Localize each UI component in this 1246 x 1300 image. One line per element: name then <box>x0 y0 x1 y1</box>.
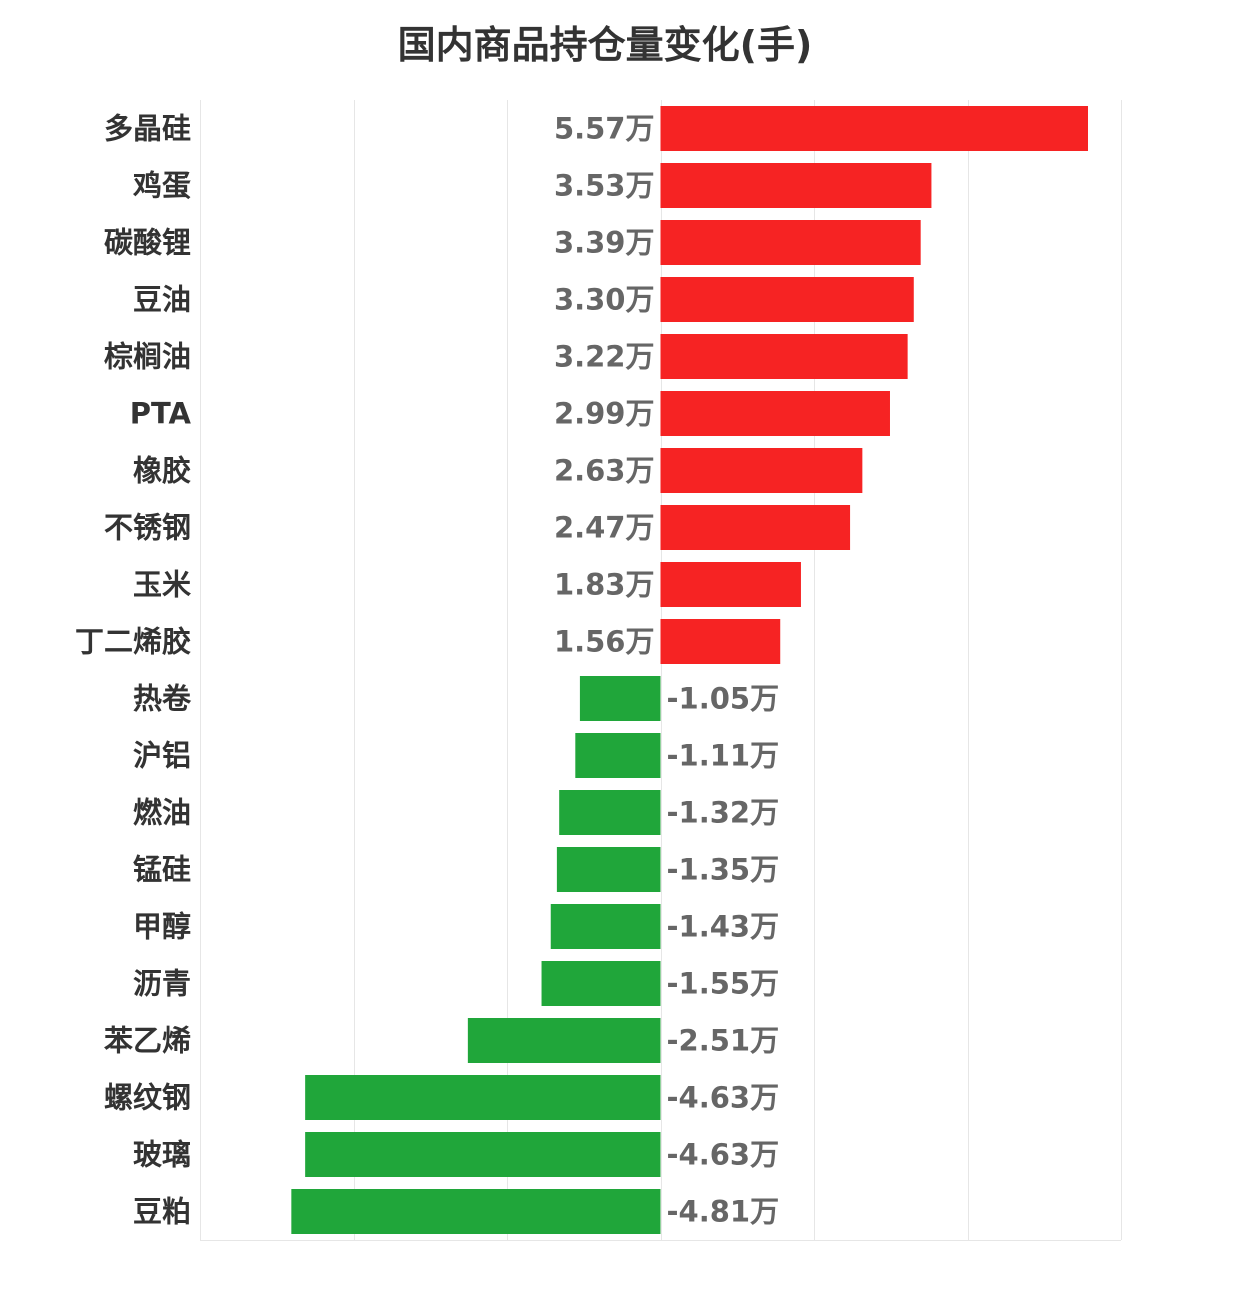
value-label-18: -4.63万 <box>667 1138 780 1172</box>
category-label-0: 多晶硅 <box>104 112 191 146</box>
bar-9 <box>660 619 781 664</box>
bar-12 <box>559 790 661 835</box>
chart-title: 国内商品持仓量变化(手) <box>397 23 813 67</box>
value-label-10: -1.05万 <box>667 682 780 716</box>
category-label-15: 沥青 <box>133 967 191 1001</box>
bar-4 <box>660 334 908 379</box>
value-labels: 5.57万 3.53万 3.39万 3.30万 3.22万 2.99万 2.63万 2.47万… <box>554 112 779 1229</box>
value-label-14: -1.43万 <box>667 910 780 944</box>
value-label-4: 3.22万 <box>554 340 655 374</box>
value-label-11: -1.11万 <box>667 739 780 773</box>
category-label-13: 锰硅 <box>133 853 191 887</box>
category-label-4: 棕榈油 <box>104 340 191 374</box>
bar-3 <box>660 277 914 322</box>
bar-6 <box>660 448 863 493</box>
value-label-0: 5.57万 <box>554 112 655 146</box>
value-label-19: -4.81万 <box>667 1195 780 1229</box>
bars <box>291 106 1088 1234</box>
value-label-2: 3.39万 <box>554 226 655 260</box>
bar-19 <box>291 1189 661 1234</box>
value-label-13: -1.35万 <box>667 853 780 887</box>
bar-13 <box>556 847 661 892</box>
category-label-19: 豆粕 <box>133 1195 191 1229</box>
category-label-14: 甲醇 <box>133 910 191 944</box>
bar-16 <box>467 1018 661 1063</box>
bar-14 <box>550 904 661 949</box>
category-label-6: 橡胶 <box>133 454 191 488</box>
bar-5 <box>660 391 890 436</box>
value-label-15: -1.55万 <box>667 967 780 1001</box>
value-label-6: 2.63万 <box>554 454 655 488</box>
bar-7 <box>660 505 851 550</box>
value-label-16: -2.51万 <box>667 1024 780 1058</box>
bar-2 <box>660 220 921 265</box>
category-label-5: PTA <box>130 397 192 431</box>
value-label-8: 1.83万 <box>554 568 655 602</box>
value-label-3: 3.30万 <box>554 283 655 317</box>
category-label-12: 燃油 <box>133 796 191 830</box>
category-label-18: 玻璃 <box>133 1138 191 1172</box>
bar-10 <box>579 676 661 721</box>
category-label-2: 碳酸锂 <box>104 226 191 260</box>
category-label-11: 沪铝 <box>133 739 191 773</box>
bar-0 <box>660 106 1088 151</box>
value-label-17: -4.63万 <box>667 1081 780 1115</box>
category-label-16: 苯乙烯 <box>104 1024 191 1058</box>
value-label-1: 3.53万 <box>554 169 655 203</box>
category-label-8: 玉米 <box>133 568 191 602</box>
value-label-5: 2.99万 <box>554 397 655 431</box>
bar-1 <box>660 163 932 208</box>
category-label-9: 丁二烯胶 <box>75 625 191 659</box>
bar-18 <box>305 1132 661 1177</box>
bar-8 <box>660 562 801 607</box>
category-label-17: 螺纹钢 <box>104 1081 191 1115</box>
bar-11 <box>575 733 661 778</box>
value-label-9: 1.56万 <box>554 625 655 659</box>
value-label-7: 2.47万 <box>554 511 655 545</box>
category-label-10: 热卷 <box>133 682 192 716</box>
category-label-3: 豆油 <box>133 283 191 317</box>
bar-17 <box>305 1075 661 1120</box>
value-label-12: -1.32万 <box>667 796 780 830</box>
category-label-1: 鸡蛋 <box>133 169 191 203</box>
bar-15 <box>541 961 661 1006</box>
grid-lines <box>200 100 1122 1241</box>
category-label-7: 不锈钢 <box>104 511 191 545</box>
